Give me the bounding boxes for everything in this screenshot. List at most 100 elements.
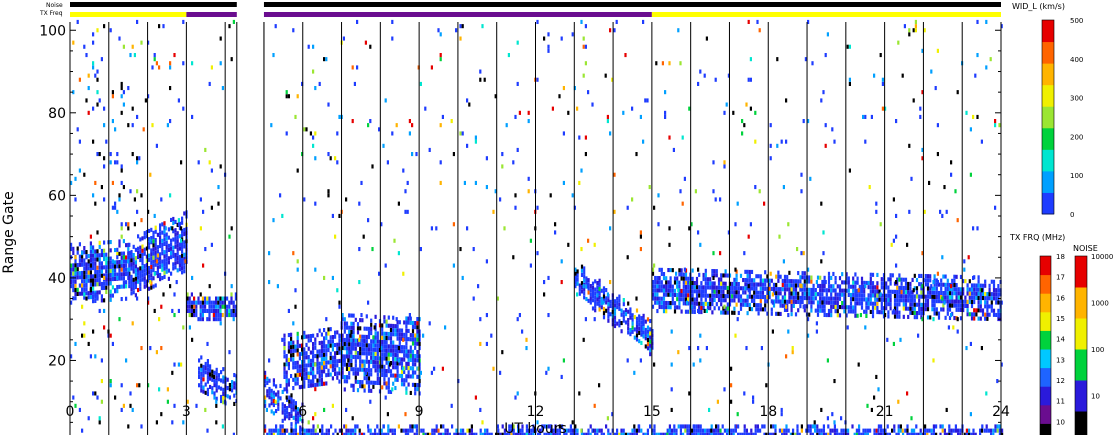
- echo-point: [605, 296, 608, 301]
- echo-point: [70, 263, 73, 268]
- echo-point: [726, 285, 729, 290]
- echo-point: [275, 409, 278, 414]
- echo-point: [120, 383, 123, 388]
- echo-point: [757, 282, 760, 287]
- echo-point: [951, 299, 954, 304]
- echo-point: [312, 375, 315, 380]
- echo-point: [709, 281, 712, 286]
- echo-point: [673, 428, 676, 433]
- echo-point: [501, 432, 504, 435]
- echo-point: [812, 292, 815, 297]
- echo-point: [651, 341, 654, 346]
- echo-point: [327, 331, 330, 336]
- echo-point: [990, 296, 993, 301]
- echo-point: [383, 381, 386, 386]
- echo-point: [372, 380, 375, 385]
- echo-point: [159, 260, 162, 265]
- echo-point: [338, 304, 341, 309]
- echo-point: [215, 399, 218, 404]
- echo-point: [327, 102, 330, 107]
- echo-point: [514, 193, 517, 198]
- echo-point: [479, 428, 482, 433]
- echo-point: [206, 367, 209, 372]
- echo-point: [292, 321, 295, 326]
- echo-point: [671, 428, 674, 433]
- echo-point: [680, 309, 683, 314]
- echo-point: [358, 201, 361, 206]
- echo-point: [854, 309, 857, 314]
- echo-point: [831, 428, 834, 433]
- echo-point: [766, 290, 769, 295]
- echo-point: [292, 403, 295, 408]
- echo-point: [715, 285, 718, 290]
- echo-point: [387, 315, 390, 320]
- echo-point: [296, 331, 299, 336]
- echo-point: [395, 123, 398, 128]
- echo-point: [286, 410, 289, 415]
- echo-point: [122, 90, 125, 95]
- echo-point: [76, 250, 79, 255]
- echo-point: [940, 295, 943, 300]
- echo-point: [181, 249, 184, 254]
- echo-point: [880, 428, 883, 433]
- echo-point: [719, 197, 722, 202]
- echo-point: [358, 337, 361, 342]
- echo-point: [644, 319, 647, 324]
- echo-point: [140, 424, 143, 429]
- echo-point: [792, 279, 795, 284]
- echo-point: [352, 313, 355, 318]
- echo-point: [288, 399, 291, 404]
- echo-point: [287, 308, 290, 313]
- echo-point: [367, 343, 371, 348]
- echo-point: [665, 309, 668, 314]
- echo-point: [268, 386, 271, 391]
- echo-point: [321, 428, 324, 433]
- echo-point: [298, 372, 301, 377]
- echo-point: [283, 362, 286, 367]
- echo-point: [726, 290, 729, 295]
- x-tick-label: 0: [66, 404, 75, 420]
- echo-point: [268, 251, 271, 256]
- echo-point: [869, 289, 872, 294]
- echo-point: [613, 172, 616, 177]
- echo-point: [807, 119, 810, 124]
- echo-point: [823, 304, 826, 309]
- echo-point: [70, 180, 73, 185]
- echo-point: [147, 209, 150, 214]
- echo-point: [290, 432, 293, 435]
- echo-point: [724, 269, 727, 274]
- echo-point: [856, 301, 859, 306]
- echo-point: [148, 266, 151, 271]
- echo-point: [296, 168, 299, 173]
- echo-point: [731, 290, 734, 295]
- echo-point: [635, 320, 639, 325]
- echo-point: [957, 291, 960, 296]
- echo-point: [715, 302, 718, 307]
- echo-point: [673, 301, 677, 306]
- echo-point: [294, 288, 297, 293]
- echo-point: [479, 432, 482, 435]
- txfreq-colorbar-tick-label: 18: [1056, 253, 1065, 261]
- echo-point: [70, 300, 73, 305]
- echo-point: [180, 238, 183, 243]
- echo-point: [367, 368, 371, 373]
- echo-point: [359, 380, 362, 385]
- echo-point: [695, 428, 698, 433]
- echo-point: [965, 110, 968, 115]
- echo-point: [847, 284, 850, 289]
- echo-point: [921, 156, 924, 161]
- echo-point: [120, 180, 123, 185]
- echo-point: [665, 284, 668, 289]
- echo-point: [764, 286, 767, 291]
- echo-point: [297, 411, 300, 416]
- echo-point: [415, 428, 418, 433]
- echo-point: [887, 310, 890, 315]
- echo-point: [382, 424, 385, 429]
- echo-point: [874, 285, 877, 290]
- echo-point: [215, 371, 218, 376]
- echo-point: [972, 114, 975, 119]
- echo-point: [372, 339, 375, 344]
- echo-point: [753, 282, 756, 287]
- echo-point: [230, 300, 233, 305]
- echo-point: [977, 304, 980, 309]
